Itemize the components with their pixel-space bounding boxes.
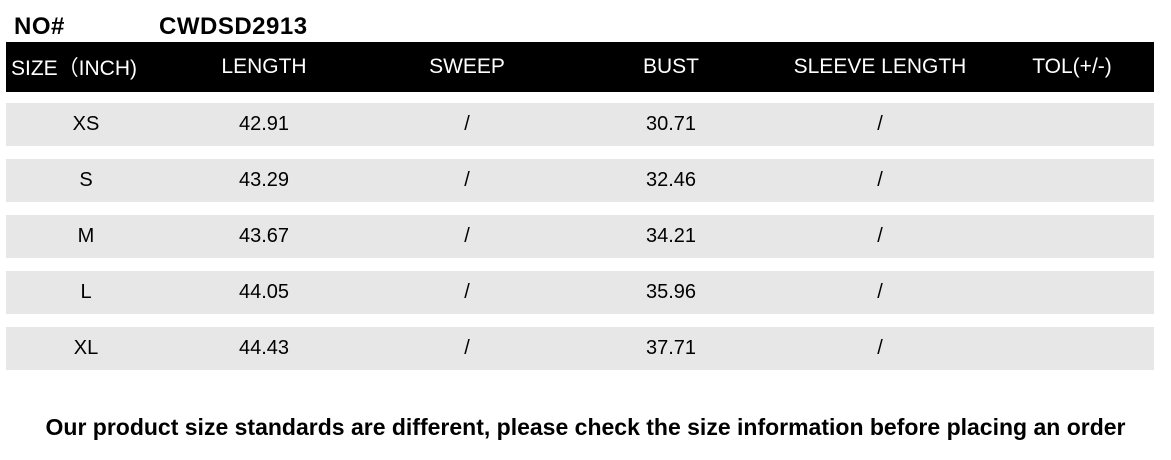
size-chart-table: SIZE（INCH) LENGTH SWEEP BUST SLEEVE LENG… [6,42,1154,370]
cell-size: S [79,169,93,191]
cell-sweep: / [464,113,470,135]
column-header-tolerance: TOL(+/-) [1032,55,1112,78]
cell-length: 43.29 [238,169,290,191]
table-row-l: L 44.05 / 35.96 / [6,271,1154,314]
product-number-line: NO# CWDSD2913 [14,13,307,41]
cell-sleeve-length: / [877,113,883,135]
table-row-xl: XL 44.43 / 37.71 / [6,327,1154,370]
cell-sleeve-length: / [877,281,883,303]
cell-length: 44.05 [238,281,290,303]
cell-sweep: / [464,337,470,359]
size-chart-header-row: SIZE（INCH) LENGTH SWEEP BUST SLEEVE LENG… [6,42,1154,92]
cell-bust: 37.71 [645,337,697,359]
column-header-sweep: SWEEP [429,55,505,78]
product-number-value: CWDSD2913 [159,13,308,40]
cell-bust: 30.71 [645,113,697,135]
table-row-s: S 43.29 / 32.46 / [6,159,1154,202]
size-disclaimer-note: Our product size standards are different… [45,414,1126,440]
cell-size: L [80,281,92,303]
cell-sweep: / [464,169,470,191]
cell-size: XL [73,337,99,359]
cell-sleeve-length: / [877,337,883,359]
table-row-xs: XS 42.91 / 30.71 / [6,103,1154,146]
cell-bust: 32.46 [645,169,697,191]
column-header-length: LENGTH [221,55,307,78]
cell-length: 44.43 [238,337,290,359]
cell-length: 42.91 [238,113,290,135]
cell-sleeve-length: / [877,169,883,191]
column-header-size: SIZE（INCH) [11,57,137,80]
cell-sleeve-length: / [877,225,883,247]
cell-bust: 34.21 [645,225,697,247]
cell-bust: 35.96 [645,281,697,303]
column-header-bust: BUST [642,55,699,78]
column-header-sleeve-length: SLEEVE LENGTH [793,55,967,78]
table-row-m: M 43.67 / 34.21 / [6,215,1154,258]
cell-size: XS [72,113,100,135]
cell-length: 43.67 [238,225,290,247]
cell-sweep: / [464,225,470,247]
cell-size: M [77,225,95,247]
cell-sweep: / [464,281,470,303]
product-number-label: NO# [14,13,65,40]
